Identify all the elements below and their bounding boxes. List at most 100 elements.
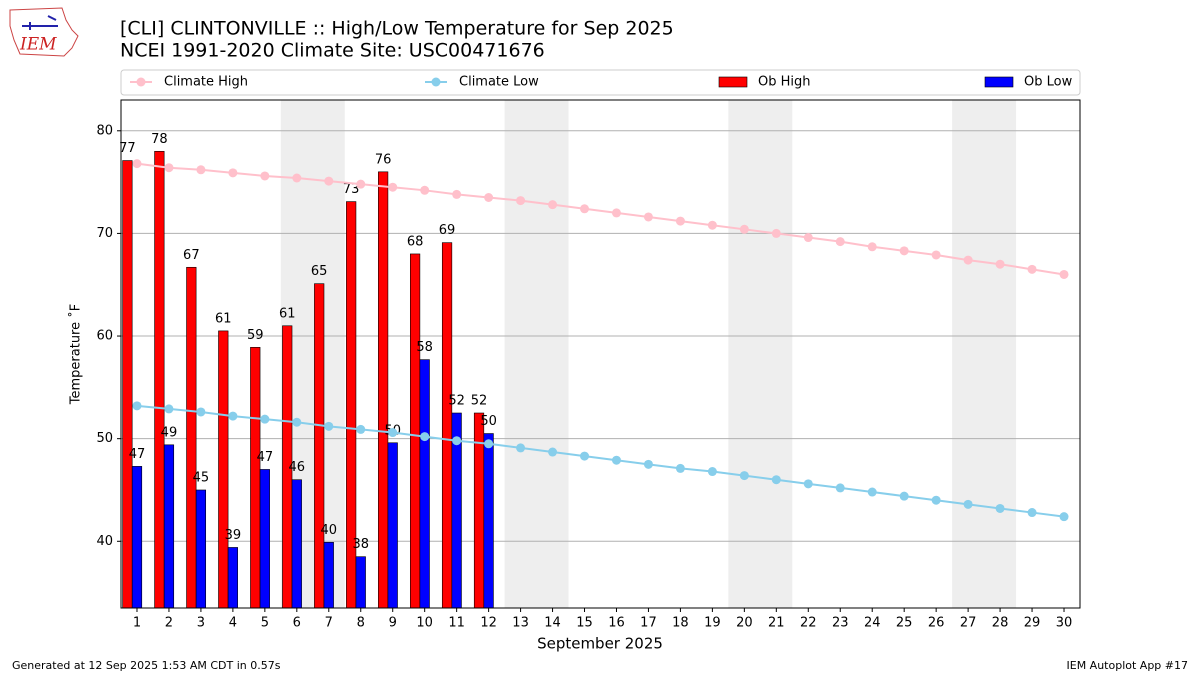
line-point: [995, 259, 1005, 269]
y-tick-label: 70: [96, 226, 113, 241]
line-point: [611, 208, 621, 218]
bar: [291, 479, 302, 609]
bar: [227, 547, 238, 609]
bar-value-label: 47: [257, 450, 274, 465]
bar-value-label: 59: [247, 328, 264, 343]
x-tick-label: 4: [229, 616, 237, 631]
x-tick-label: 30: [1056, 616, 1073, 631]
line-point: [931, 495, 941, 505]
line-point: [132, 159, 142, 169]
bar-value-label: 47: [129, 447, 146, 462]
line-point: [675, 216, 685, 226]
line-point: [963, 499, 973, 509]
x-tick-label: 22: [800, 616, 817, 631]
x-tick-label: 13: [512, 616, 529, 631]
x-tick-label: 8: [357, 616, 365, 631]
x-tick-label: 18: [672, 616, 689, 631]
line-point: [228, 411, 238, 421]
line-point: [707, 467, 717, 477]
line-point: [867, 487, 877, 497]
line-point: [1059, 512, 1069, 522]
x-tick-label: 6: [293, 616, 301, 631]
chart-subtitle: NCEI 1991-2020 Climate Site: USC00471676: [120, 40, 545, 62]
line-point: [260, 171, 270, 181]
x-tick-label: 5: [261, 616, 269, 631]
bar-value-label: 65: [311, 264, 328, 279]
y-tick-label: 50: [96, 431, 113, 446]
bar-value-label: 78: [151, 132, 168, 147]
legend-label: Ob Low: [1024, 75, 1073, 90]
bar-value-label: 39: [225, 528, 242, 543]
bar: [122, 160, 133, 609]
x-tick-label: 15: [576, 616, 593, 631]
line-point: [643, 459, 653, 469]
line-point: [580, 451, 590, 461]
bar: [323, 542, 334, 609]
line-point: [611, 455, 621, 465]
line-point: [995, 503, 1005, 513]
x-tick-label: 9: [389, 616, 397, 631]
x-tick-label: 7: [325, 616, 333, 631]
x-tick-label: 19: [704, 616, 721, 631]
bar-value-label: 67: [183, 248, 200, 263]
x-tick-label: 1: [133, 616, 141, 631]
x-tick-label: 24: [864, 616, 881, 631]
line-point: [324, 421, 334, 431]
line-point: [835, 483, 845, 493]
bar: [195, 489, 207, 609]
footer-right: IEM Autoplot App #17: [1067, 659, 1189, 672]
legend-item: Ob High: [718, 75, 811, 90]
line-point: [707, 220, 717, 230]
line-point: [356, 179, 366, 189]
line-point: [803, 479, 813, 489]
legend-item: Ob Low: [984, 75, 1073, 90]
x-tick-label: 17: [640, 616, 657, 631]
line-point: [516, 196, 526, 206]
bar-value-label: 49: [161, 425, 178, 440]
bar: [419, 359, 430, 609]
line-point: [675, 463, 685, 473]
line-point: [164, 163, 174, 173]
line: [136, 162, 1065, 276]
line-point: [388, 182, 398, 192]
y-tick-label: 60: [96, 329, 113, 344]
line-point: [292, 173, 302, 183]
line-point: [1027, 264, 1037, 274]
line-point: [739, 471, 749, 481]
line-point: [963, 255, 973, 265]
line-point: [484, 439, 494, 449]
bar: [163, 444, 175, 609]
x-axis-label: September 2025: [537, 635, 663, 653]
weekend-shade: [952, 100, 1017, 608]
legend-box: [120, 69, 1081, 96]
bar: [483, 433, 494, 609]
bar: [355, 556, 366, 609]
line-point: [899, 491, 909, 501]
logo: IEM: [9, 7, 79, 57]
x-tick-label: 26: [928, 616, 945, 631]
bar: [409, 253, 421, 609]
legend-swatch: [718, 76, 748, 88]
line-point: [164, 404, 174, 414]
bar-value-label: 61: [279, 306, 296, 321]
bar: [186, 266, 197, 609]
x-tick-label: 23: [832, 616, 849, 631]
bar-value-label: 76: [375, 152, 392, 167]
line-point: [1059, 269, 1069, 279]
x-tick-label: 27: [960, 616, 977, 631]
bar-value-label: 38: [352, 537, 369, 552]
line-point: [356, 424, 366, 434]
footer-left: Generated at 12 Sep 2025 1:53 AM CDT in …: [12, 659, 281, 672]
y-tick-label: 80: [96, 123, 113, 138]
line-point: [867, 242, 877, 252]
line-point: [228, 168, 238, 178]
line-point: [452, 189, 462, 199]
legend-item: Climate Low: [425, 75, 539, 90]
bar-value-label: 46: [289, 460, 306, 475]
line-point: [835, 237, 845, 247]
bar-value-label: 58: [416, 340, 433, 355]
x-tick-label: 25: [896, 616, 913, 631]
bar: [378, 171, 389, 609]
bar-value-label: 50: [480, 414, 497, 429]
